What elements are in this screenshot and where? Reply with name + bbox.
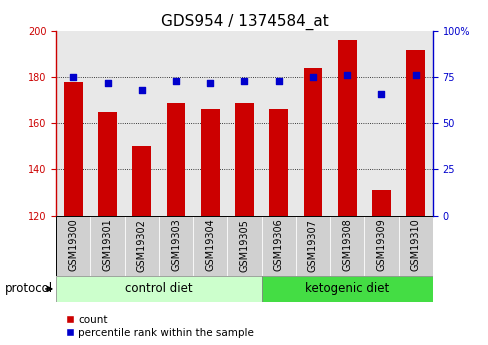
Text: protocol: protocol	[5, 283, 53, 295]
Bar	[201, 109, 219, 216]
Point	[240, 78, 248, 83]
Bar	[371, 190, 390, 216]
Bar	[64, 82, 82, 216]
Bar	[337, 40, 356, 216]
FancyBboxPatch shape	[56, 276, 261, 302]
Bar	[166, 102, 185, 216]
Text: GSM19303: GSM19303	[171, 219, 181, 272]
FancyBboxPatch shape	[90, 216, 124, 276]
Point	[274, 78, 282, 83]
Bar	[269, 109, 287, 216]
Text: GSM19300: GSM19300	[68, 219, 78, 272]
Bar	[303, 68, 322, 216]
Text: GSM19309: GSM19309	[376, 219, 386, 272]
Point	[343, 72, 350, 78]
Point	[69, 75, 77, 80]
Text: GSM19310: GSM19310	[410, 219, 420, 272]
FancyBboxPatch shape	[295, 216, 329, 276]
Point	[138, 87, 145, 93]
FancyBboxPatch shape	[261, 216, 295, 276]
FancyBboxPatch shape	[193, 216, 227, 276]
Point	[103, 80, 111, 86]
Legend: count, percentile rank within the sample: count, percentile rank within the sample	[61, 310, 258, 342]
Text: GSM19301: GSM19301	[102, 219, 112, 272]
Point	[172, 78, 180, 83]
Point	[308, 75, 316, 80]
FancyBboxPatch shape	[56, 216, 90, 276]
FancyBboxPatch shape	[364, 216, 398, 276]
Point	[411, 72, 419, 78]
Bar	[98, 112, 117, 216]
FancyBboxPatch shape	[398, 216, 432, 276]
FancyBboxPatch shape	[159, 216, 193, 276]
Bar	[132, 146, 151, 216]
Text: ketogenic diet: ketogenic diet	[305, 283, 388, 295]
FancyBboxPatch shape	[261, 276, 432, 302]
Text: GSM19305: GSM19305	[239, 219, 249, 272]
FancyBboxPatch shape	[329, 216, 364, 276]
FancyBboxPatch shape	[227, 216, 261, 276]
FancyBboxPatch shape	[124, 216, 159, 276]
Text: GSM19302: GSM19302	[137, 219, 146, 272]
Text: GSM19308: GSM19308	[342, 219, 351, 272]
Bar	[235, 102, 253, 216]
Point	[206, 80, 214, 86]
Text: control diet: control diet	[125, 283, 192, 295]
Point	[377, 91, 385, 97]
Text: GSM19307: GSM19307	[307, 219, 317, 272]
Bar	[406, 49, 424, 216]
Text: GSM19304: GSM19304	[205, 219, 215, 272]
Text: GSM19306: GSM19306	[273, 219, 283, 272]
Title: GDS954 / 1374584_at: GDS954 / 1374584_at	[160, 13, 328, 30]
